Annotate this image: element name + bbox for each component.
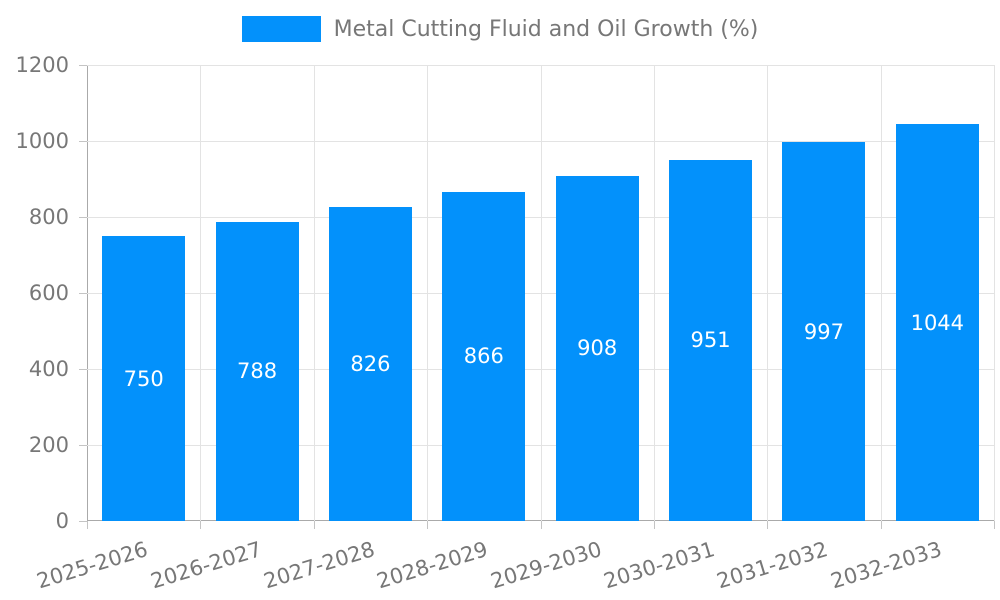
y-axis-tick bbox=[79, 141, 87, 142]
x-axis-tick bbox=[200, 521, 202, 529]
x-axis-label: 2029-2030 bbox=[487, 537, 605, 594]
x-axis-label: 2027-2028 bbox=[260, 537, 378, 594]
x-axis-label: 2026-2027 bbox=[147, 537, 265, 594]
grid-line-vertical bbox=[653, 65, 655, 521]
y-axis-tick-label: 200 bbox=[28, 433, 69, 457]
grid-line-vertical bbox=[540, 65, 542, 521]
y-axis-tick-label: 1000 bbox=[15, 129, 69, 153]
y-axis-tick bbox=[79, 217, 87, 218]
x-axis-label: 2031-2032 bbox=[714, 537, 831, 594]
bar-2029-2030[interactable] bbox=[555, 175, 639, 521]
bar-value-label: 908 bbox=[577, 336, 618, 361]
legend-swatch-icon bbox=[241, 16, 321, 42]
bar-2032-2033[interactable] bbox=[895, 124, 979, 521]
y-axis-tick bbox=[79, 521, 87, 522]
y-axis-tick bbox=[79, 445, 87, 446]
grid-line-vertical bbox=[994, 65, 995, 521]
bar-value-label: 997 bbox=[803, 319, 844, 344]
legend-label: Metal Cutting Fluid and Oil Growth (%) bbox=[333, 16, 759, 42]
bar-2026-2027[interactable] bbox=[215, 221, 299, 521]
y-axis-tick bbox=[79, 369, 87, 370]
legend[interactable]: Metal Cutting Fluid and Oil Growth (%) bbox=[0, 16, 1000, 42]
grid-line-vertical bbox=[880, 65, 882, 521]
x-axis-label: 2028-2029 bbox=[374, 537, 491, 594]
y-axis-tick-label: 600 bbox=[28, 281, 69, 305]
x-axis-label: 2030-2031 bbox=[601, 537, 718, 594]
bar-value-label: 951 bbox=[690, 328, 731, 353]
x-axis-label: 2032-2033 bbox=[827, 537, 945, 594]
grid-line-vertical bbox=[427, 65, 429, 521]
x-axis-tick bbox=[87, 521, 88, 529]
x-axis-tick bbox=[427, 521, 429, 529]
bar-value-label: 788 bbox=[237, 359, 278, 384]
bar-value-label: 866 bbox=[463, 344, 504, 369]
y-axis-tick bbox=[79, 293, 87, 294]
y-axis-tick-label: 400 bbox=[28, 357, 69, 381]
plot-area: 0 200 400 600 800 1000 1200 750 2025-2026 788 2026… bbox=[16, 54, 995, 593]
bar-2031-2032[interactable] bbox=[782, 142, 866, 521]
x-axis-tick bbox=[767, 521, 769, 529]
grid-line-vertical bbox=[200, 65, 202, 521]
y-axis-tick-label: 0 bbox=[55, 509, 69, 533]
grid-line-vertical bbox=[313, 65, 315, 521]
bar-value-label: 826 bbox=[350, 352, 391, 377]
bar-2028-2029[interactable] bbox=[442, 191, 526, 521]
bar-value-label: 1044 bbox=[910, 310, 965, 335]
bar-value-label: 750 bbox=[123, 366, 164, 391]
bar-2030-2031[interactable] bbox=[669, 159, 753, 521]
y-axis-tick bbox=[79, 65, 87, 66]
x-axis-tick bbox=[540, 521, 542, 529]
x-axis-tick bbox=[880, 521, 882, 529]
x-axis-tick bbox=[313, 521, 315, 529]
x-axis-tick bbox=[653, 521, 655, 529]
bar-2025-2026[interactable] bbox=[102, 236, 186, 521]
x-axis-label: 2025-2026 bbox=[34, 537, 151, 594]
x-axis-tick bbox=[994, 521, 995, 529]
grid-line-vertical bbox=[767, 65, 769, 521]
y-axis-tick-label: 800 bbox=[28, 205, 69, 229]
y-axis-tick-label: 1200 bbox=[15, 53, 69, 77]
bar-2027-2028[interactable] bbox=[328, 207, 412, 521]
